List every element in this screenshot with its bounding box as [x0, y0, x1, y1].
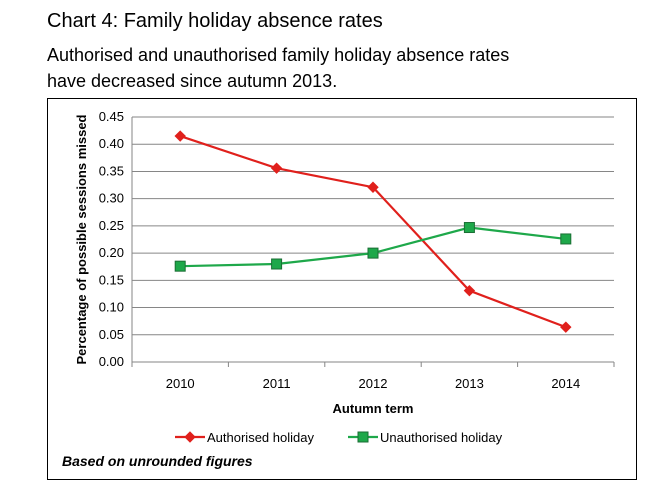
y-tick-label: 0.20 — [99, 245, 124, 260]
x-tick-label: 2012 — [359, 376, 388, 391]
data-point — [560, 233, 572, 245]
data-point — [367, 181, 379, 193]
data-point — [174, 130, 186, 142]
x-tick-label: 2014 — [551, 376, 580, 391]
footnote: Based on unrounded figures — [62, 453, 253, 469]
y-tick-label: 0.00 — [99, 354, 124, 369]
y-tick-label: 0.15 — [99, 272, 124, 287]
y-tick-label: 0.40 — [99, 136, 124, 151]
subtitle-line-2: have decreased since autumn 2013. — [47, 71, 338, 91]
legend-marker — [184, 431, 196, 443]
y-tick-label: 0.05 — [99, 327, 124, 342]
legend-label: Authorised holiday — [207, 430, 314, 445]
chart-title-text: : Family holiday absence rates — [112, 10, 383, 32]
series-line-unauthorised — [180, 226, 566, 268]
data-point — [270, 162, 283, 174]
legend-marker — [357, 431, 369, 443]
y-tick-label: 0.25 — [99, 218, 124, 233]
x-tick-label: 2011 — [263, 376, 291, 391]
subtitle-line-1: Authorised and unauthorised family holid… — [47, 45, 510, 65]
data-point — [367, 247, 379, 259]
data-point — [463, 284, 476, 297]
y-tick-label: 0.10 — [99, 300, 124, 315]
chart-title-prefix: Chart 4 — [47, 10, 113, 32]
x-axis-title: Autumn term — [333, 401, 414, 416]
x-tick-label: 2010 — [166, 376, 195, 391]
data-point — [463, 222, 475, 234]
chart-subtitle: Authorised and unauthorised family holid… — [47, 42, 647, 94]
y-tick-label: 0.30 — [99, 191, 124, 206]
chart-frame — [47, 98, 637, 480]
chart-title: Chart 4: Family holiday absence rates — [47, 10, 383, 33]
y-axis-title: Percentage of possible sessions missed — [74, 114, 89, 364]
y-tick-label: 0.45 — [99, 109, 124, 124]
data-point — [560, 321, 572, 333]
x-tick-label: 2013 — [455, 376, 484, 391]
legend-label: Unauthorised holiday — [380, 430, 503, 445]
data-point — [174, 260, 186, 272]
data-point — [271, 258, 283, 270]
y-tick-label: 0.35 — [99, 163, 124, 178]
